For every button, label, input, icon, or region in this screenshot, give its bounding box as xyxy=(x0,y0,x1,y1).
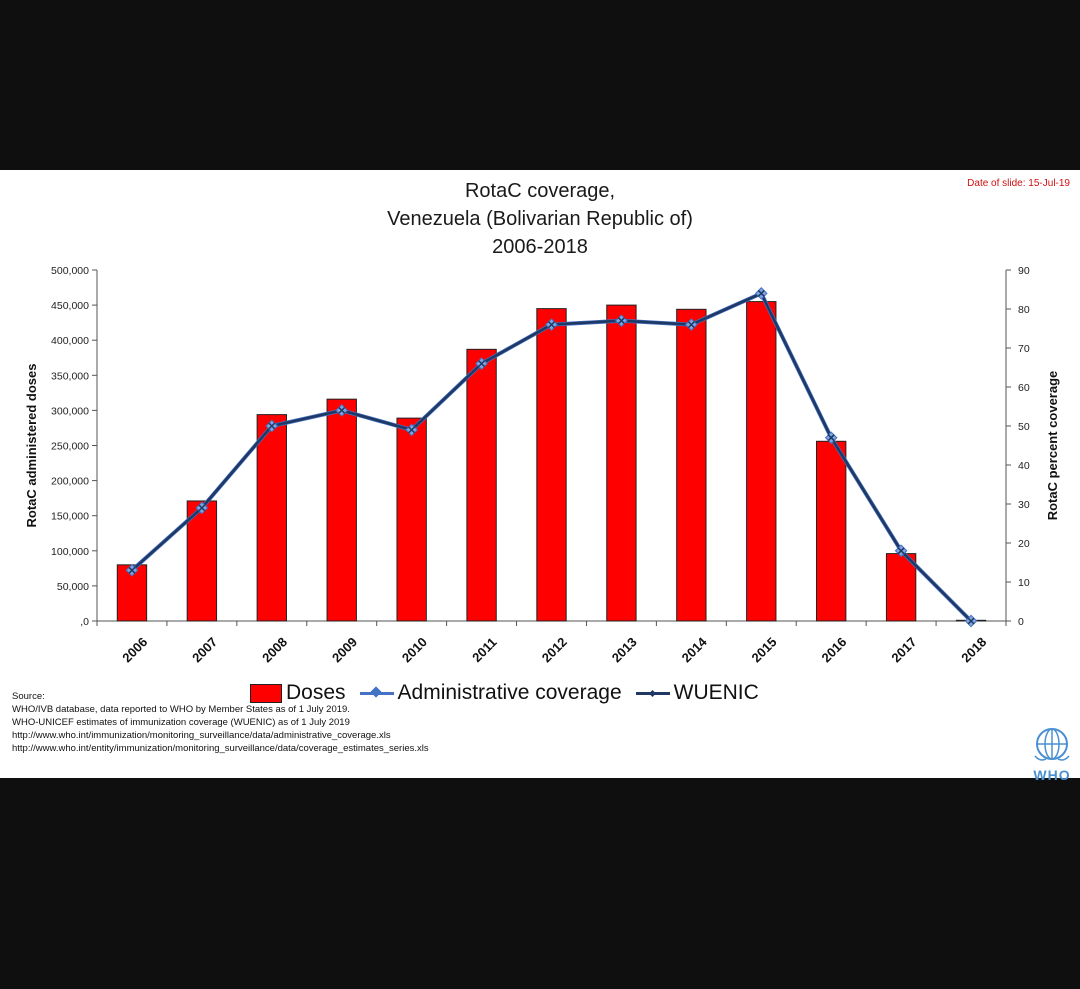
x-tick-label: 2008 xyxy=(259,634,290,665)
who-logo: WHO xyxy=(1028,726,1076,783)
x-tick-label: 2010 xyxy=(399,634,430,665)
legend-label-wuenic: WUENIC xyxy=(673,681,759,704)
y-tick-label-right: 60 xyxy=(1018,382,1030,394)
y-tick-label-right: 90 xyxy=(1018,265,1030,277)
y-tick-label-right: 80 xyxy=(1018,304,1030,316)
legend-item-admin: Administrative coverage xyxy=(359,681,622,705)
bar-doses xyxy=(466,348,497,622)
source-link: http://www.who.int/immunization/monitori… xyxy=(12,730,391,741)
point-wuenic xyxy=(757,289,765,297)
chart-canvas: ,0 50,000 100,000 150,000 200,000 250,000 300,… xyxy=(24,265,1060,666)
x-tick-label: 2017 xyxy=(888,634,919,665)
y-tick-label-left: 500,000 xyxy=(51,265,89,277)
source-line: WHO-UNICEF estimates of immunization cov… xyxy=(12,717,350,728)
bar-doses xyxy=(816,440,847,622)
y-tick-label-right: 50 xyxy=(1018,421,1030,433)
point-wuenic xyxy=(268,422,276,430)
x-tick-label: 2013 xyxy=(609,634,640,665)
y-tick-label-left: 100,000 xyxy=(51,546,89,558)
y-tick-label-left: 200,000 xyxy=(51,476,89,488)
x-tick-label: 2015 xyxy=(749,634,780,665)
x-tick-label: 2014 xyxy=(679,634,711,666)
who-emblem-icon xyxy=(1034,728,1070,761)
y-tick-label-left: 150,000 xyxy=(51,511,89,523)
point-wuenic xyxy=(338,406,346,414)
y-tick-label-left: 400,000 xyxy=(51,335,89,347)
y-axis-label-left: RotaC administered doses xyxy=(24,364,39,528)
bar-doses xyxy=(326,398,357,622)
x-tick-label: 2012 xyxy=(539,634,570,665)
y-tick-label-right: 70 xyxy=(1018,343,1030,355)
who-logo-text: WHO xyxy=(1033,767,1071,783)
point-wuenic xyxy=(897,547,905,555)
legend-item-wuenic: WUENIC xyxy=(635,681,759,705)
bar-doses xyxy=(186,500,218,622)
legend-label-admin: Administrative coverage xyxy=(397,681,622,704)
y-tick-label-left: 250,000 xyxy=(51,441,89,453)
x-tick-label: 2018 xyxy=(958,634,989,665)
point-wuenic xyxy=(408,426,416,434)
chart-legend: Doses Administrative coverage WUENIC xyxy=(250,681,773,705)
chart-title-line-3: 2006-2018 xyxy=(492,236,588,258)
source-heading: Source: xyxy=(12,691,45,702)
source-notes: Source: WHO/IVB database, data reported … xyxy=(12,690,429,755)
point-wuenic xyxy=(617,317,625,325)
source-link: http://www.who.int/entity/immunization/m… xyxy=(12,743,429,754)
chart-title-line-1: RotaC coverage, xyxy=(464,180,616,202)
x-marker-icon xyxy=(648,689,656,697)
point-wuenic xyxy=(687,321,695,329)
point-wuenic xyxy=(547,321,556,329)
point-wuenic xyxy=(967,617,975,625)
bar-doses xyxy=(676,308,707,622)
y-tick-label-right: 40 xyxy=(1018,460,1030,472)
slide-date: Date of slide: 15-Jul-19 xyxy=(967,178,1070,189)
y-tick-label-left: ,0 xyxy=(80,616,89,628)
y-tick-label-left: 300,000 xyxy=(51,405,89,417)
source-line: WHO/IVB database, data reported to WHO b… xyxy=(12,704,350,715)
bar-doses xyxy=(885,553,917,622)
point-wuenic xyxy=(827,434,835,442)
x-tick-label: 2009 xyxy=(329,634,360,665)
legend-swatch-wuenic xyxy=(635,689,670,697)
y-tick-label-right: 30 xyxy=(1018,499,1030,511)
point-wuenic xyxy=(198,504,206,512)
y-tick-label-left: 350,000 xyxy=(51,370,89,382)
bar-doses xyxy=(256,414,287,622)
y-tick-label-right: 10 xyxy=(1018,577,1030,589)
point-wuenic xyxy=(478,360,486,368)
point-wuenic xyxy=(128,566,136,574)
legend-swatch-doses xyxy=(250,683,282,703)
y-axis-label-right: RotaC percent coverage xyxy=(1045,371,1060,521)
bar-doses xyxy=(746,301,777,622)
bar-doses xyxy=(606,304,637,622)
bar-doses xyxy=(536,308,567,622)
y-tick-label-right: 0 xyxy=(1018,616,1024,628)
y-tick-label-right: 20 xyxy=(1018,538,1030,550)
y-tick-label-left: 50,000 xyxy=(57,581,89,593)
legend-swatch-admin xyxy=(359,685,394,698)
x-tick-label: 2016 xyxy=(818,634,849,665)
x-tick-label: 2007 xyxy=(189,634,220,665)
chart-slide: ,0 50,000 100,000 150,000 200,000 250,000 300,… xyxy=(0,170,1080,783)
legend-item-doses: Doses xyxy=(250,681,346,705)
chart-title-line-2: Venezuela (Bolivarian Republic of) xyxy=(387,208,693,230)
bar-doses xyxy=(396,417,427,622)
x-tick-label: 2011 xyxy=(469,635,500,666)
legend-label-doses: Doses xyxy=(286,681,346,704)
y-tick-label-left: 450,000 xyxy=(51,300,89,312)
x-tick-label: 2006 xyxy=(119,634,150,665)
